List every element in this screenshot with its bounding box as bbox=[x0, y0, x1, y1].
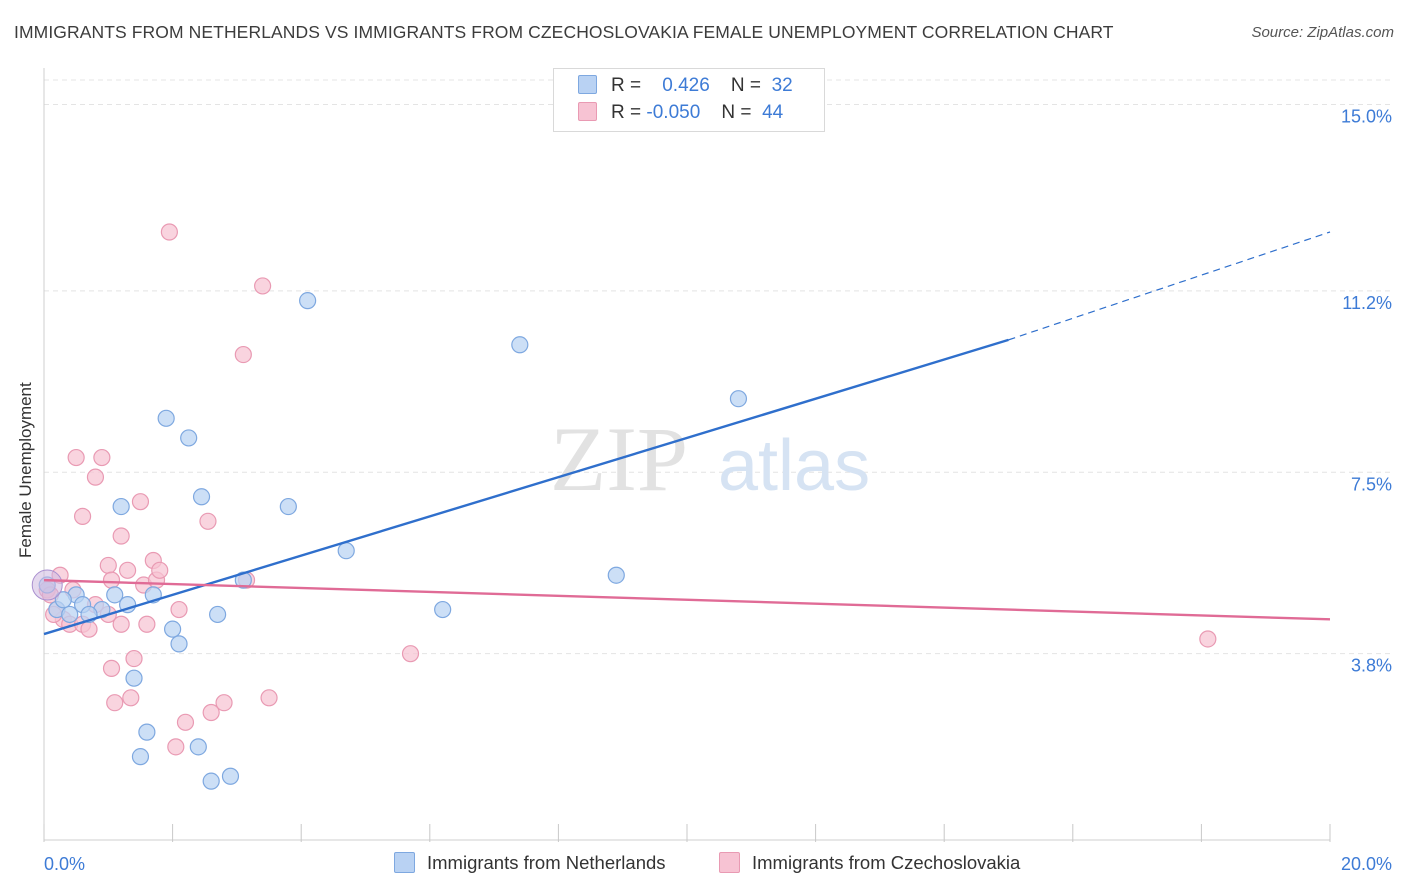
czechoslovakia-point-38 bbox=[254, 277, 272, 295]
netherlands-point-24 bbox=[299, 292, 317, 310]
legend-label-netherlands: Immigrants from Netherlands bbox=[427, 852, 666, 873]
czechoslovakia-point-31 bbox=[170, 600, 188, 619]
czechoslovakia-point-36 bbox=[234, 345, 252, 364]
netherlands-point-19 bbox=[202, 772, 220, 790]
netherlands-point-29 bbox=[729, 390, 748, 408]
czechoslovakia-point-30 bbox=[167, 738, 185, 756]
y-tick-label-2: 11.2% bbox=[1342, 293, 1392, 313]
netherlands-point-17 bbox=[189, 738, 207, 756]
czechoslovakia-point-16 bbox=[102, 659, 121, 677]
legend-swatch-netherlands bbox=[578, 75, 597, 94]
netherlands-point-7 bbox=[112, 497, 130, 516]
n-label: N = bbox=[730, 75, 762, 96]
n-value-czechoslovakia: 44 bbox=[762, 102, 784, 123]
trend-lines bbox=[43, 231, 1331, 636]
netherlands-point-30 bbox=[54, 591, 72, 609]
netherlands-point-13 bbox=[157, 409, 175, 427]
r-value-czechoslovakia: -0.050 bbox=[646, 102, 701, 123]
tick-labels: 3.8% 7.5% 11.2% 15.0% 0.0% 20.0% bbox=[44, 107, 1392, 874]
n-value-netherlands: 32 bbox=[771, 75, 793, 96]
czechoslovakia-point-10 bbox=[86, 468, 105, 486]
czechoslovakia-point-29 bbox=[160, 223, 178, 241]
x-tick-label-0: 0.0% bbox=[44, 854, 85, 874]
netherlands-point-23 bbox=[279, 497, 297, 516]
r-label: R = bbox=[611, 75, 642, 96]
n-label: N = bbox=[721, 102, 752, 123]
source-credit: Source: ZipAtlas.com bbox=[1251, 24, 1394, 41]
czechoslovakia-point-17 bbox=[106, 694, 124, 712]
legend-row-czechoslovakia: R = -0.050 N = 44 bbox=[578, 102, 783, 126]
czechoslovakia-point-21 bbox=[122, 689, 140, 707]
czechoslovakia-point-32 bbox=[176, 713, 195, 731]
czechoslovakia-point-35 bbox=[215, 694, 233, 712]
netherlands-point-2 bbox=[61, 605, 79, 624]
legend-item-netherlands: Immigrants from Netherlands bbox=[394, 852, 666, 874]
overlap-cluster-point bbox=[31, 569, 63, 601]
legend-swatch-netherlands bbox=[394, 852, 415, 873]
czechoslovakia-point-9 bbox=[80, 620, 98, 638]
netherlands-point-18 bbox=[192, 488, 211, 506]
netherlands-point-15 bbox=[170, 635, 188, 653]
trend-line-netherlands-extension bbox=[1008, 231, 1331, 341]
netherlands-point-25 bbox=[337, 542, 355, 560]
czechoslovakia-point-22 bbox=[125, 649, 143, 668]
x-tick-label-1: 20.0% bbox=[1341, 854, 1392, 874]
czechoslovakia-point-12 bbox=[93, 448, 111, 467]
netherlands-point-10 bbox=[138, 723, 156, 741]
czechoslovakia-point-28 bbox=[151, 561, 169, 579]
netherlands-point-28 bbox=[607, 566, 625, 584]
chart-title: IMMIGRANTS FROM NETHERLANDS VS IMMIGRANT… bbox=[14, 22, 1114, 42]
czechoslovakia-point-33 bbox=[199, 512, 217, 530]
czechoslovakia-point-13 bbox=[99, 556, 117, 575]
netherlands-point-14 bbox=[164, 620, 182, 638]
czechoslovakia-point-39 bbox=[260, 689, 278, 707]
y-tick-label-3: 15.0% bbox=[1341, 107, 1392, 127]
czechoslovakia-point-23 bbox=[131, 493, 150, 511]
legend-swatch-czechoslovakia bbox=[719, 852, 740, 873]
netherlands-point-27 bbox=[511, 336, 529, 354]
netherlands-point-16 bbox=[180, 429, 198, 447]
y-tick-label-1: 7.5% bbox=[1351, 474, 1392, 494]
czechoslovakia-point-8 bbox=[73, 507, 92, 525]
series-netherlands-points bbox=[31, 292, 748, 790]
netherlands-point-9 bbox=[125, 669, 143, 687]
netherlands-point-6 bbox=[106, 586, 124, 604]
grid-lines bbox=[44, 79, 1392, 655]
netherlands-point-26 bbox=[434, 600, 452, 619]
czechoslovakia-point-20 bbox=[118, 561, 137, 579]
czechoslovakia-point-18 bbox=[112, 615, 130, 633]
netherlands-point-21 bbox=[221, 767, 240, 785]
trend-line-czechoslovakia bbox=[43, 578, 1331, 621]
correlation-legend: R = 0.426 N = 32 R = -0.050 N = 44 bbox=[553, 68, 825, 132]
czechoslovakia-point-6 bbox=[67, 448, 85, 467]
legend-swatch-czechoslovakia bbox=[578, 102, 597, 121]
czechoslovakia-point-40 bbox=[401, 645, 420, 663]
netherlands-point-11 bbox=[131, 748, 150, 766]
czechoslovakia-point-19 bbox=[112, 527, 130, 545]
r-value-netherlands: 0.426 bbox=[662, 75, 710, 96]
watermark-atlas: atlas bbox=[718, 426, 870, 506]
netherlands-point-20 bbox=[209, 605, 227, 624]
czechoslovakia-point-34 bbox=[202, 703, 220, 722]
legend-label-czechoslovakia: Immigrants from Czechoslovakia bbox=[752, 852, 1021, 873]
czechoslovakia-point-25 bbox=[138, 615, 156, 633]
czechoslovakia-point-41 bbox=[1199, 630, 1217, 648]
legend-item-czechoslovakia: Immigrants from Czechoslovakia bbox=[719, 852, 1020, 874]
legend-row-netherlands: R = 0.426 N = 32 bbox=[578, 75, 793, 99]
axes bbox=[43, 68, 1331, 842]
r-label: R = bbox=[611, 102, 642, 123]
czechoslovakia-point-15 bbox=[102, 571, 121, 589]
y-tick-label-0: 3.8% bbox=[1351, 656, 1392, 676]
